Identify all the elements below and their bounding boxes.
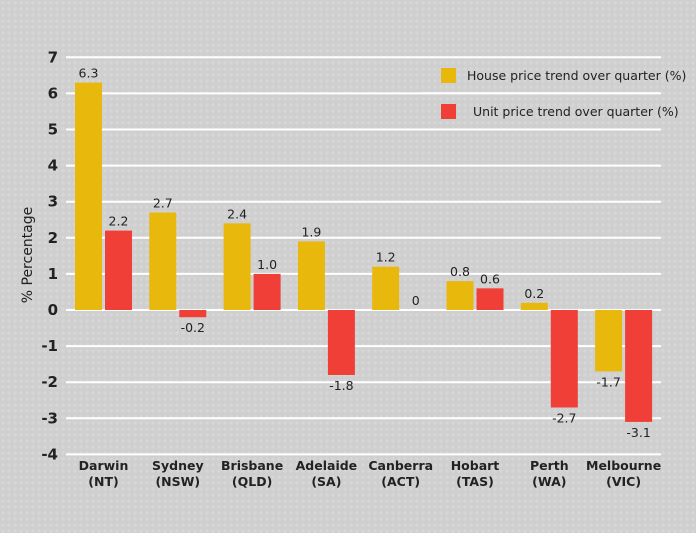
y-tick-label: 0 <box>48 301 58 319</box>
category-label: Brisbane <box>221 458 283 473</box>
y-tick-label: -4 <box>41 445 58 463</box>
category-label: Perth <box>530 458 569 473</box>
bar-house-7 <box>595 310 623 372</box>
y-tick-label: -2 <box>41 373 58 391</box>
category-label: (VIC) <box>606 474 641 489</box>
data-label: -1.7 <box>596 374 620 389</box>
data-label: 2.2 <box>109 214 129 229</box>
bar-unit-1 <box>179 310 207 318</box>
y-tick-label: 4 <box>48 157 58 175</box>
data-label: -0.2 <box>181 320 205 335</box>
bar-house-6 <box>520 302 548 310</box>
category-label: Adelaide <box>296 458 358 473</box>
category-label: (ACT) <box>381 474 420 489</box>
y-tick-label: -3 <box>41 409 58 427</box>
category-label: (NSW) <box>155 474 200 489</box>
bar-house-3 <box>297 241 325 310</box>
category-label: (WA) <box>532 474 566 489</box>
bar-house-0 <box>75 82 102 310</box>
bar-unit-7 <box>625 310 653 422</box>
data-label: 1.0 <box>257 257 277 272</box>
bars <box>75 82 653 422</box>
data-label: 6.3 <box>79 66 99 81</box>
legend-label-unit: Unit price trend over quarter (%) <box>473 104 679 119</box>
y-tick-label: 5 <box>48 121 58 139</box>
category-label: Sydney <box>152 458 204 473</box>
legend-swatch-house <box>441 68 456 83</box>
legend: House price trend over quarter (%) Unit … <box>420 68 686 119</box>
category-label: Canberra <box>368 458 433 473</box>
category-label: (QLD) <box>232 474 272 489</box>
category-labels: Darwin(NT) Sydney(NSW) Brisbane(QLD) Adelai… <box>79 458 662 489</box>
legend-swatch-unit <box>441 104 456 119</box>
y-tick-label: -1 <box>41 337 58 355</box>
data-label: 0.8 <box>450 264 470 279</box>
data-labels: 6.3 2.2 2.7 -0.2 2.4 1.0 1.9 -1.8 1.2 0 0.8 0.6 0.2 -… <box>79 66 651 440</box>
bar-house-2 <box>223 223 251 310</box>
data-label: 1.2 <box>376 250 396 265</box>
y-tick-label: 1 <box>48 265 58 283</box>
y-tick-label: 3 <box>48 193 58 211</box>
y-tick-label: 6 <box>48 84 58 102</box>
data-label: 2.7 <box>153 196 173 211</box>
data-label: 0 <box>412 293 420 308</box>
category-label: Melbourne <box>586 458 661 473</box>
bar-unit-0 <box>105 230 132 310</box>
y-axis-label: % Percentage <box>20 207 36 304</box>
data-label: 0.2 <box>524 286 544 301</box>
category-label: (SA) <box>311 474 341 489</box>
data-label: -2.7 <box>552 410 576 425</box>
bar-unit-6 <box>550 310 578 408</box>
category-label: Hobart <box>451 458 500 473</box>
bar-unit-5 <box>476 288 504 310</box>
y-tick-label: 2 <box>48 229 58 247</box>
y-tick-label: 7 <box>48 48 58 66</box>
bar-house-5 <box>446 281 474 310</box>
data-label: -3.1 <box>626 425 650 440</box>
y-axis-ticks: -4 -3 -2 -1 0 1 2 3 4 5 6 7 <box>41 48 58 463</box>
category-label: Darwin <box>79 458 129 473</box>
data-label: -1.8 <box>329 378 353 393</box>
bar-unit-2 <box>253 273 281 310</box>
category-label: (NT) <box>88 474 118 489</box>
bar-unit-3 <box>327 310 355 375</box>
category-label: (TAS) <box>456 474 494 489</box>
bar-house-4 <box>372 266 400 310</box>
bar-house-1 <box>149 212 177 310</box>
legend-label-house: House price trend over quarter (%) <box>467 68 686 83</box>
data-label: 0.6 <box>480 271 500 286</box>
data-label: 1.9 <box>301 224 321 239</box>
data-label: 2.4 <box>227 206 247 221</box>
